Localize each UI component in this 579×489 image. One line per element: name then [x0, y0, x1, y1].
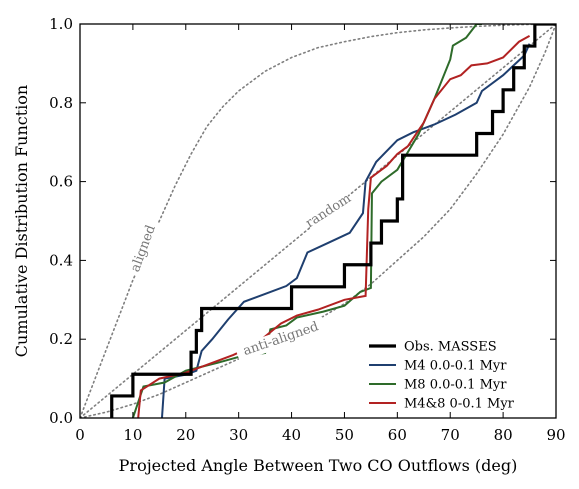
reference-curve-anti-aligned — [80, 24, 556, 418]
legend: Obs. MASSES M4 0.0-0.1 Myr M8 0.0-0.1 Myr M… — [369, 340, 515, 412]
legend-label-m4-0-0-0-1-myr: M4 0.0-0.1 Myr — [404, 359, 507, 374]
series-line-m4-8-0-0-1-myr — [137, 34, 531, 418]
annotation-random: random — [303, 191, 354, 231]
y-tick-label: 0.2 — [49, 330, 73, 348]
x-tick-label: 20 — [176, 426, 195, 444]
plot-frame — [79, 23, 557, 419]
legend-label-m4-8-0-0-1-myr: M4&8 0-0.1 Myr — [404, 397, 515, 412]
tick-labels: 0 10 20 30 40 50 60 70 80 90 0.0 0.2 0.4 0.6 0.8 1.0 — [49, 15, 565, 444]
plot-area — [80, 24, 556, 418]
series-line-m4-0-0-0-1-myr — [160, 43, 531, 418]
x-tick-label: 40 — [282, 426, 301, 444]
legend-label-obs-masses: Obs. MASSES — [404, 340, 497, 355]
x-tick-label: 10 — [123, 426, 142, 444]
x-tick-label: 30 — [229, 426, 248, 444]
y-tick-label: 0.4 — [49, 251, 73, 269]
x-axis-title: Projected Angle Between Two CO Outflows … — [119, 456, 518, 475]
series-line-obs-masses — [110, 24, 556, 418]
annotation-aligned: aligned — [128, 223, 159, 274]
y-axis-title: Cumulative Distribution Function — [12, 85, 31, 357]
y-tick-label: 0.0 — [49, 409, 73, 427]
y-tick-label: 1.0 — [49, 15, 73, 33]
annotation-background — [234, 316, 328, 362]
reference-curve-random — [80, 24, 556, 418]
y-tick-label: 0.6 — [49, 173, 73, 191]
x-tick-label: 90 — [546, 426, 565, 444]
annotation-background — [303, 191, 354, 232]
x-tick-label: 50 — [335, 426, 354, 444]
legend-label-m8-0-0-0-1-myr: M8 0.0-0.1 Myr — [404, 378, 507, 393]
x-tick-label: 60 — [388, 426, 407, 444]
y-tick-label: 0.8 — [49, 94, 73, 112]
annotation-background — [126, 219, 161, 278]
x-tick-label: 80 — [494, 426, 513, 444]
x-tick-label: 70 — [441, 426, 460, 444]
plot-clip-group — [80, 24, 556, 418]
annotation-anti-aligned: anti-aligned — [241, 319, 320, 359]
reference-curve-aligned — [80, 24, 556, 418]
x-tick-label: 0 — [75, 426, 85, 444]
